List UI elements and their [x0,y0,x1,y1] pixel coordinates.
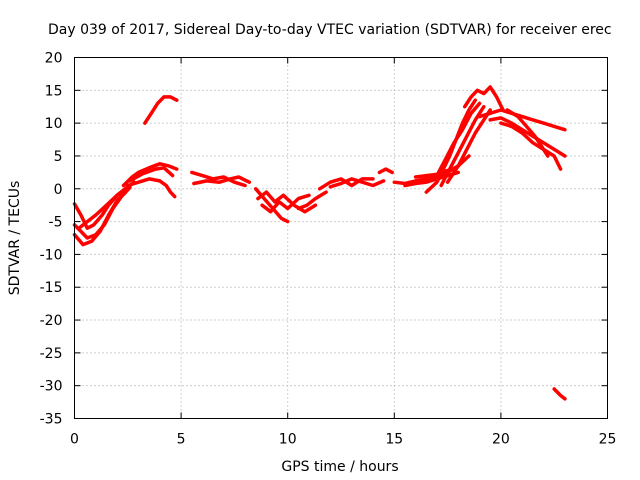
series-track-16 [328,177,386,189]
tick-labels: 0 5 10 15 20 25 20 15 10 5 0 -5 -10 -15 -20 -25 -30 -35 [40,51,617,448]
x-axis-label: GPS time / hours [281,459,398,475]
series-track-29 [505,108,550,158]
axis-ticks [74,57,608,419]
series-track-23 [439,104,486,188]
y-tick-label: -5 [49,215,63,231]
y-tick-label: 0 [54,182,63,198]
series-track-30 [552,387,567,401]
series-track-06 [126,177,177,199]
series-track-05 [121,162,179,188]
series-track-22 [435,101,482,178]
series-track-28 [499,121,563,171]
y-tick-label: -10 [40,247,63,263]
series-track-17 [377,167,394,175]
series-track-13 [260,193,311,214]
series-track-14 [296,190,328,211]
series-track-07 [128,166,175,183]
y-axis-label: SDTVAR / TECUs [7,181,23,296]
series-track-03 [72,190,128,247]
series-track-19 [403,170,461,188]
series-track-27 [488,116,567,158]
y-tick-label: -20 [40,313,63,329]
x-tick-label: 15 [385,432,403,448]
y-tick-label: -15 [40,280,63,296]
y-tick-label: 20 [45,51,63,67]
series-track-09 [190,170,247,188]
series-track-24 [445,108,492,184]
series-track-12 [256,190,318,214]
series-track-04 [77,185,130,230]
series-track-25 [462,85,505,112]
x-tick-label: 20 [492,432,510,448]
data-series [72,85,567,401]
y-tick-label: -35 [40,412,63,428]
x-tick-label: 5 [177,432,186,448]
plot-frame [74,57,608,419]
series-track-26 [477,108,567,132]
y-tick-label: 5 [54,149,63,165]
series-track-08 [143,95,179,125]
y-tick-label: 10 [45,116,63,132]
x-tick-label: 10 [279,432,297,448]
y-tick-label: -25 [40,346,63,362]
series-track-10 [192,175,252,186]
x-tick-label: 25 [599,432,617,448]
x-tick-label: 0 [70,432,79,448]
y-tick-label: -30 [40,379,63,395]
chart-title: Day 039 of 2017, Sidereal Day-to-day VTE… [48,22,612,38]
grid-lines [74,57,608,419]
y-tick-label: 15 [45,83,63,99]
